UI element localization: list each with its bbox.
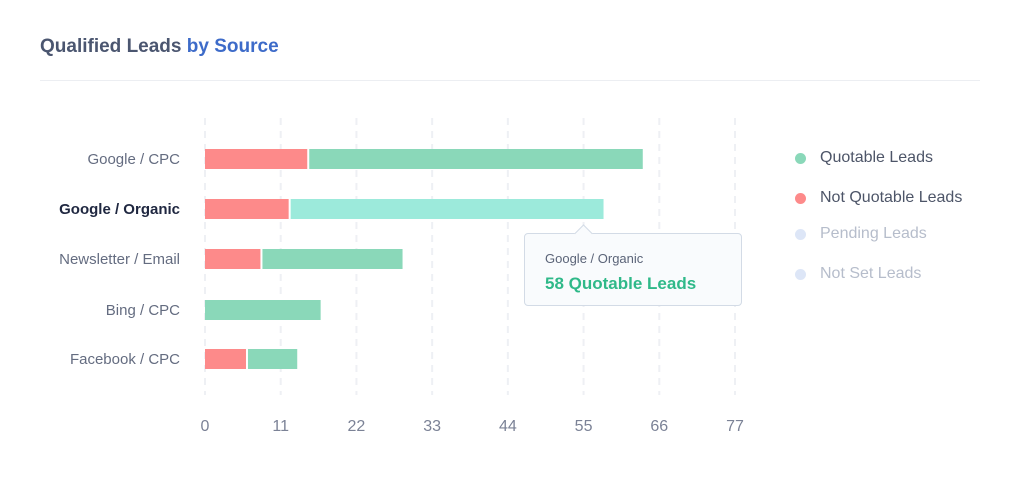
x-tick-label: 11: [272, 418, 289, 435]
title-divider: [40, 80, 980, 81]
chart-title: Qualified Leads by Source: [40, 36, 279, 58]
bars: [205, 149, 643, 369]
x-tick-label: 33: [423, 418, 441, 435]
category-labels: Google / CPC Google / Organic Newsletter /…: [59, 151, 180, 368]
category-label: Facebook / CPC: [70, 351, 180, 368]
x-tick-label: 22: [348, 418, 366, 435]
x-tick-label: 66: [650, 418, 668, 435]
legend-label: Quotable Leads: [820, 149, 933, 166]
x-tick-label: 55: [575, 418, 593, 435]
category-label: Google / CPC: [87, 151, 180, 168]
chart-title-accent: by Source: [186, 36, 279, 57]
legend-label: Pending Leads: [820, 225, 927, 242]
bar-quotable[interactable]: [205, 300, 321, 320]
category-label: Bing / CPC: [106, 302, 180, 319]
tooltip: Google / Organic 58 Quotable Leads: [524, 224, 742, 306]
x-tick-label: 0: [201, 418, 210, 435]
tooltip-title: Google / Organic: [545, 251, 644, 266]
x-tick-label: 44: [499, 418, 517, 435]
bar-quotable[interactable]: [247, 349, 298, 369]
bar-chart: Google / CPC Google / Organic Newsletter /…: [59, 118, 744, 435]
bar-quotable[interactable]: [290, 199, 604, 219]
legend-label: Not Set Leads: [820, 265, 922, 282]
chart-title-main: Qualified Leads: [40, 36, 182, 57]
legend-label: Not Quotable Leads: [820, 189, 963, 206]
legend-dot-icon: [795, 193, 806, 204]
legend-dot-icon: [795, 229, 806, 240]
x-tick-label: 77: [726, 418, 744, 435]
bar-quotable[interactable]: [309, 149, 643, 169]
category-label: Google / Organic: [59, 201, 180, 218]
bar-not-quotable[interactable]: [205, 199, 289, 219]
bar-quotable[interactable]: [262, 249, 403, 269]
x-axis-ticks: 0 11 22 33 44 55 66 77: [201, 418, 744, 435]
bar-not-quotable[interactable]: [205, 149, 308, 169]
bar-not-quotable[interactable]: [205, 249, 261, 269]
bar-not-quotable[interactable]: [205, 349, 246, 369]
legend-dot-icon: [795, 153, 806, 164]
category-label: Newsletter / Email: [59, 251, 180, 268]
legend-dot-icon: [795, 269, 806, 280]
tooltip-value: 58 Quotable Leads: [545, 274, 697, 293]
